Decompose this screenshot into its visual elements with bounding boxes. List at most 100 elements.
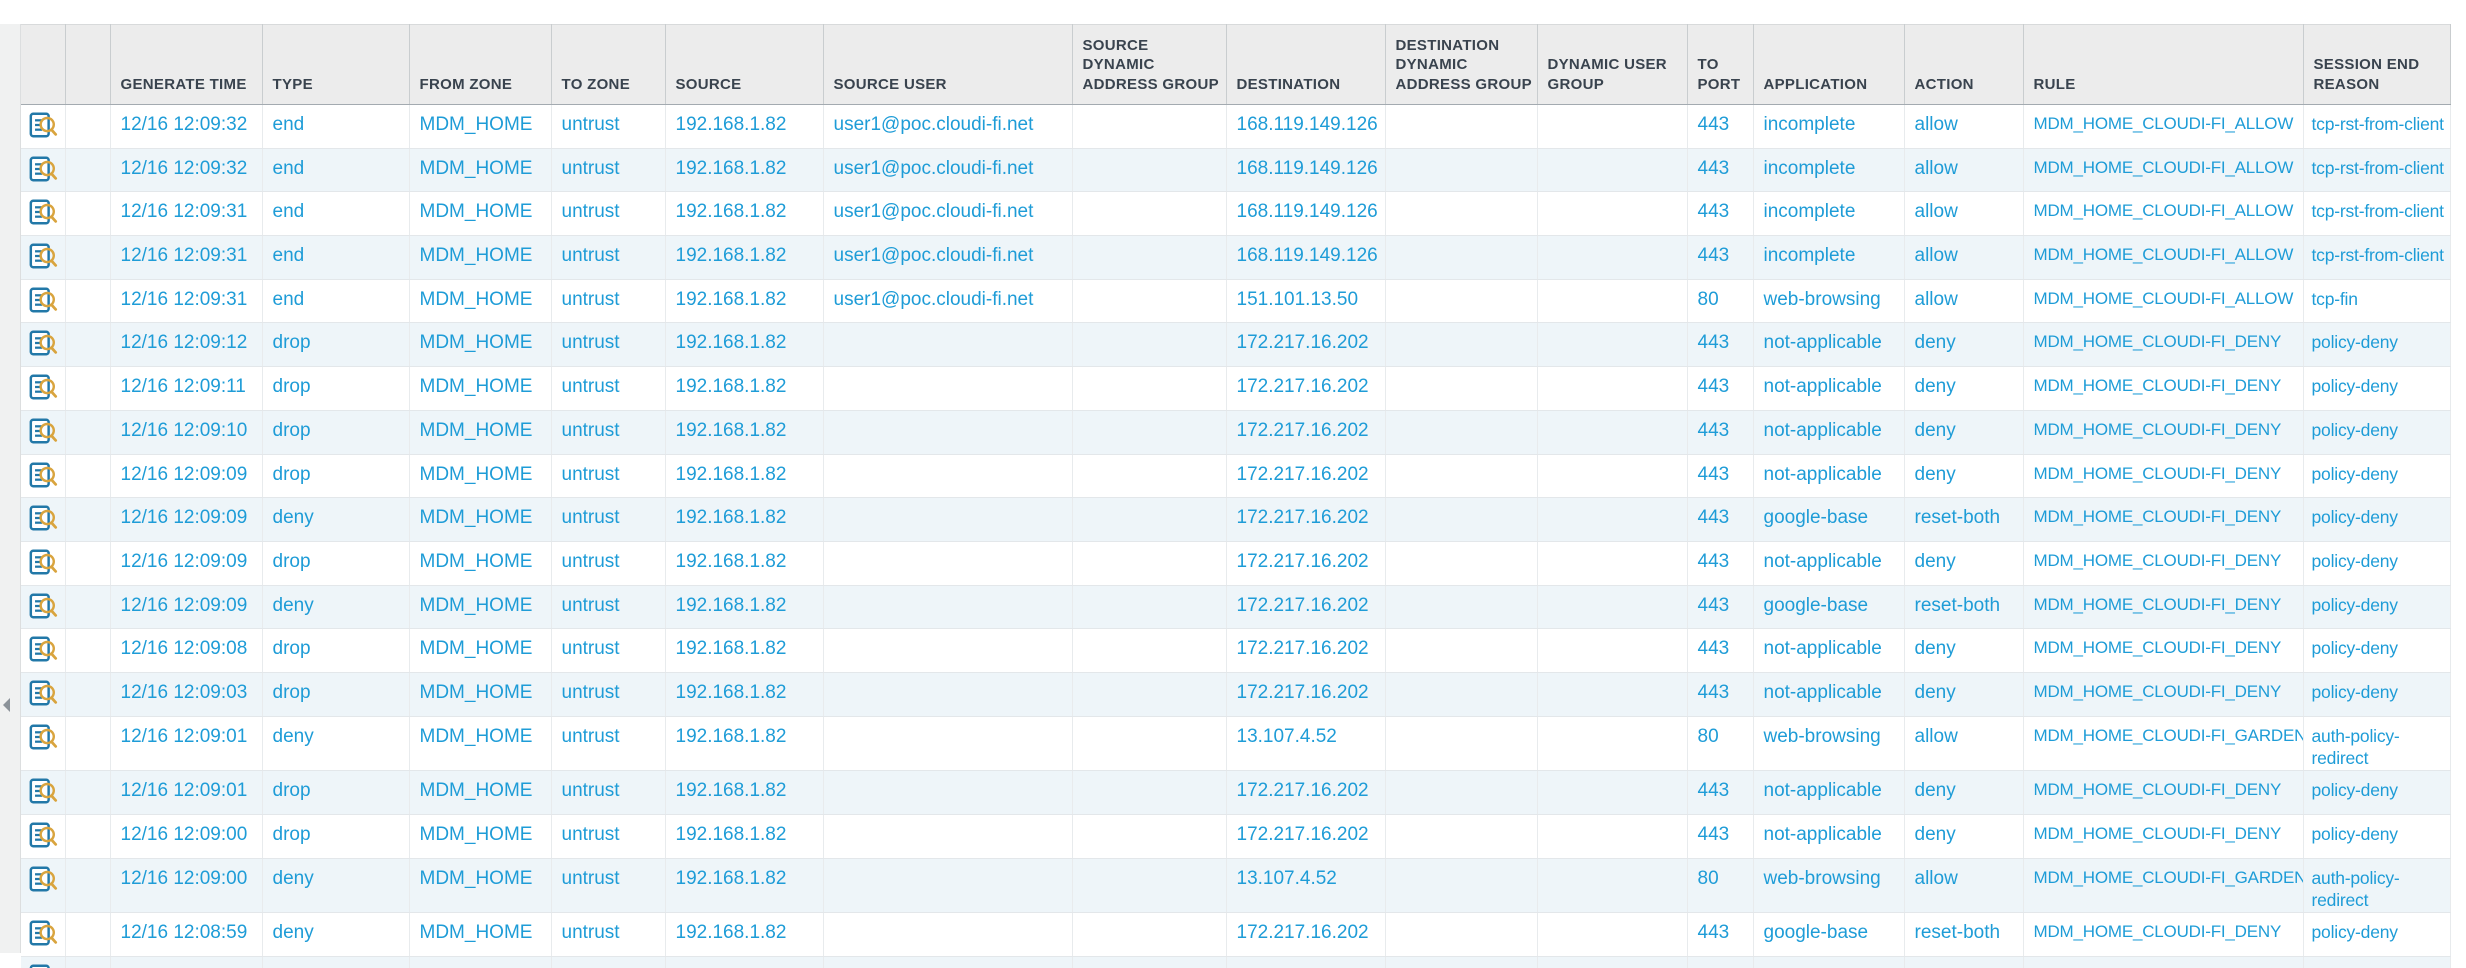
cell-to-port[interactable]: 443 — [1687, 104, 1754, 149]
cell-application[interactable]: web-browsing — [1753, 858, 1905, 913]
cell-to-zone[interactable]: untrust — [551, 454, 666, 499]
log-detail-magnifier-icon[interactable] — [28, 678, 58, 708]
cell-destination[interactable]: 172.217.16.202 — [1226, 814, 1386, 859]
cell-type[interactable]: drop — [262, 672, 410, 717]
cell-destination[interactable]: 172.217.16.202 — [1226, 912, 1386, 957]
cell-source[interactable]: 192.168.1.82 — [665, 585, 824, 630]
cell-type[interactable]: end — [262, 191, 410, 237]
cell-rule[interactable]: MDM_HOME_CLOUDI-FI_DENY — [2023, 585, 2304, 630]
col-header-source[interactable]: SOURCE — [665, 24, 824, 105]
cell-session-end-reason[interactable]: policy-deny — [2303, 770, 2451, 815]
cell-generate-time[interactable]: 12/16 12:09:00 — [110, 814, 263, 859]
col-header-from-zone[interactable]: FROM ZONE — [409, 24, 552, 105]
cell-action[interactable]: allow — [1904, 858, 2024, 913]
log-detail-cell[interactable] — [21, 148, 66, 193]
cell-to-port[interactable]: 443 — [1687, 497, 1754, 542]
cell-rule[interactable]: MDM_HOME_CLOUDI-FI_DENY — [2023, 628, 2304, 673]
cell-destination[interactable]: 13.107.4.52 — [1226, 716, 1386, 772]
cell-source[interactable]: 192.168.1.82 — [665, 672, 824, 717]
cell-type[interactable]: drop — [262, 956, 410, 968]
cell-from-zone[interactable]: MDM_HOME — [409, 628, 552, 673]
cell-type[interactable]: drop — [262, 814, 410, 859]
cell-from-zone[interactable]: MDM_HOME — [409, 366, 552, 411]
cell-type[interactable]: end — [262, 104, 410, 149]
log-detail-magnifier-icon[interactable] — [28, 722, 58, 752]
col-header-source-dynamic-address-group[interactable]: SOURCE DYNAMIC ADDRESS GROUP — [1072, 24, 1227, 105]
cell-source[interactable]: 192.168.1.82 — [665, 148, 824, 193]
col-header-dynamic-user-group[interactable]: DYNAMIC USER GROUP — [1537, 24, 1688, 105]
cell-application[interactable]: not-applicable — [1753, 672, 1905, 717]
cell-application[interactable]: web-browsing — [1753, 716, 1905, 772]
cell-destination[interactable]: 13.107.4.52 — [1226, 858, 1386, 913]
cell-source-user[interactable]: user1@poc.cloudi-fi.net — [823, 235, 1073, 280]
cell-to-port[interactable]: 443 — [1687, 148, 1754, 193]
cell-to-zone[interactable]: untrust — [551, 366, 666, 411]
log-detail-cell[interactable] — [21, 912, 66, 957]
cell-source[interactable]: 192.168.1.82 — [665, 814, 824, 859]
cell-type[interactable]: deny — [262, 858, 410, 913]
cell-type[interactable]: drop — [262, 541, 410, 586]
cell-application[interactable]: incomplete — [1753, 191, 1905, 237]
cell-session-end-reason[interactable]: policy-deny — [2303, 956, 2451, 968]
cell-application[interactable]: incomplete — [1753, 235, 1905, 280]
cell-rule[interactable]: MDM_HOME_CLOUDI-FI_DENY — [2023, 912, 2304, 957]
cell-generate-time[interactable]: 12/16 12:09:03 — [110, 672, 263, 717]
cell-from-zone[interactable]: MDM_HOME — [409, 541, 552, 586]
cell-action[interactable]: deny — [1904, 956, 2024, 968]
cell-type[interactable]: deny — [262, 912, 410, 957]
cell-from-zone[interactable]: MDM_HOME — [409, 956, 552, 968]
cell-destination[interactable]: 172.217.16.202 — [1226, 956, 1386, 968]
cell-from-zone[interactable]: MDM_HOME — [409, 235, 552, 280]
cell-type[interactable]: deny — [262, 716, 410, 772]
log-detail-cell[interactable] — [21, 956, 66, 968]
cell-to-port[interactable]: 443 — [1687, 912, 1754, 957]
log-detail-magnifier-icon[interactable] — [28, 460, 58, 490]
cell-application[interactable]: not-applicable — [1753, 366, 1905, 411]
cell-source-user[interactable]: user1@poc.cloudi-fi.net — [823, 191, 1073, 237]
cell-generate-time[interactable]: 12/16 12:09:09 — [110, 497, 263, 542]
cell-action[interactable]: allow — [1904, 148, 2024, 193]
cell-from-zone[interactable]: MDM_HOME — [409, 191, 552, 237]
cell-rule[interactable]: MDM_HOME_CLOUDI-FI_DENY — [2023, 497, 2304, 542]
cell-rule[interactable]: MDM_HOME_CLOUDI-FI_ALLOW — [2023, 279, 2304, 324]
log-detail-cell[interactable] — [21, 191, 66, 237]
log-detail-magnifier-icon[interactable] — [28, 918, 58, 948]
cell-from-zone[interactable]: MDM_HOME — [409, 814, 552, 859]
cell-from-zone[interactable]: MDM_HOME — [409, 454, 552, 499]
cell-to-port[interactable]: 80 — [1687, 858, 1754, 913]
cell-from-zone[interactable]: MDM_HOME — [409, 770, 552, 815]
cell-session-end-reason[interactable]: policy-deny — [2303, 454, 2451, 499]
cell-type[interactable]: drop — [262, 454, 410, 499]
cell-type[interactable]: deny — [262, 497, 410, 542]
cell-session-end-reason[interactable]: policy-deny — [2303, 628, 2451, 673]
cell-type[interactable]: drop — [262, 366, 410, 411]
cell-destination[interactable]: 172.217.16.202 — [1226, 541, 1386, 586]
cell-rule[interactable]: MDM_HOME_CLOUDI-FI_DENY — [2023, 672, 2304, 717]
cell-session-end-reason[interactable]: policy-deny — [2303, 366, 2451, 411]
cell-session-end-reason[interactable]: auth-policy-redirect — [2303, 858, 2451, 913]
cell-from-zone[interactable]: MDM_HOME — [409, 716, 552, 772]
cell-generate-time[interactable]: 12/16 12:09:01 — [110, 770, 263, 815]
cell-from-zone[interactable]: MDM_HOME — [409, 322, 552, 368]
cell-action[interactable]: deny — [1904, 672, 2024, 717]
cell-action[interactable]: deny — [1904, 628, 2024, 673]
cell-generate-time[interactable]: 12/16 12:09:09 — [110, 541, 263, 586]
cell-application[interactable]: google-base — [1753, 497, 1905, 542]
cell-to-zone[interactable]: untrust — [551, 541, 666, 586]
cell-application[interactable]: not-applicable — [1753, 770, 1905, 815]
log-detail-magnifier-icon[interactable] — [28, 285, 58, 315]
cell-destination[interactable]: 172.217.16.202 — [1226, 497, 1386, 542]
log-detail-magnifier-icon[interactable] — [28, 197, 58, 227]
cell-source[interactable]: 192.168.1.82 — [665, 628, 824, 673]
cell-application[interactable]: google-base — [1753, 585, 1905, 630]
cell-from-zone[interactable]: MDM_HOME — [409, 585, 552, 630]
log-detail-magnifier-icon[interactable] — [28, 820, 58, 850]
cell-action[interactable]: deny — [1904, 814, 2024, 859]
log-detail-magnifier-icon[interactable] — [28, 547, 58, 577]
cell-source-user[interactable]: user1@poc.cloudi-fi.net — [823, 279, 1073, 324]
cell-to-zone[interactable]: untrust — [551, 956, 666, 968]
log-detail-cell[interactable] — [21, 716, 66, 772]
cell-destination[interactable]: 172.217.16.202 — [1226, 454, 1386, 499]
cell-generate-time[interactable]: 12/16 12:09:10 — [110, 410, 263, 455]
log-detail-cell[interactable] — [21, 410, 66, 455]
